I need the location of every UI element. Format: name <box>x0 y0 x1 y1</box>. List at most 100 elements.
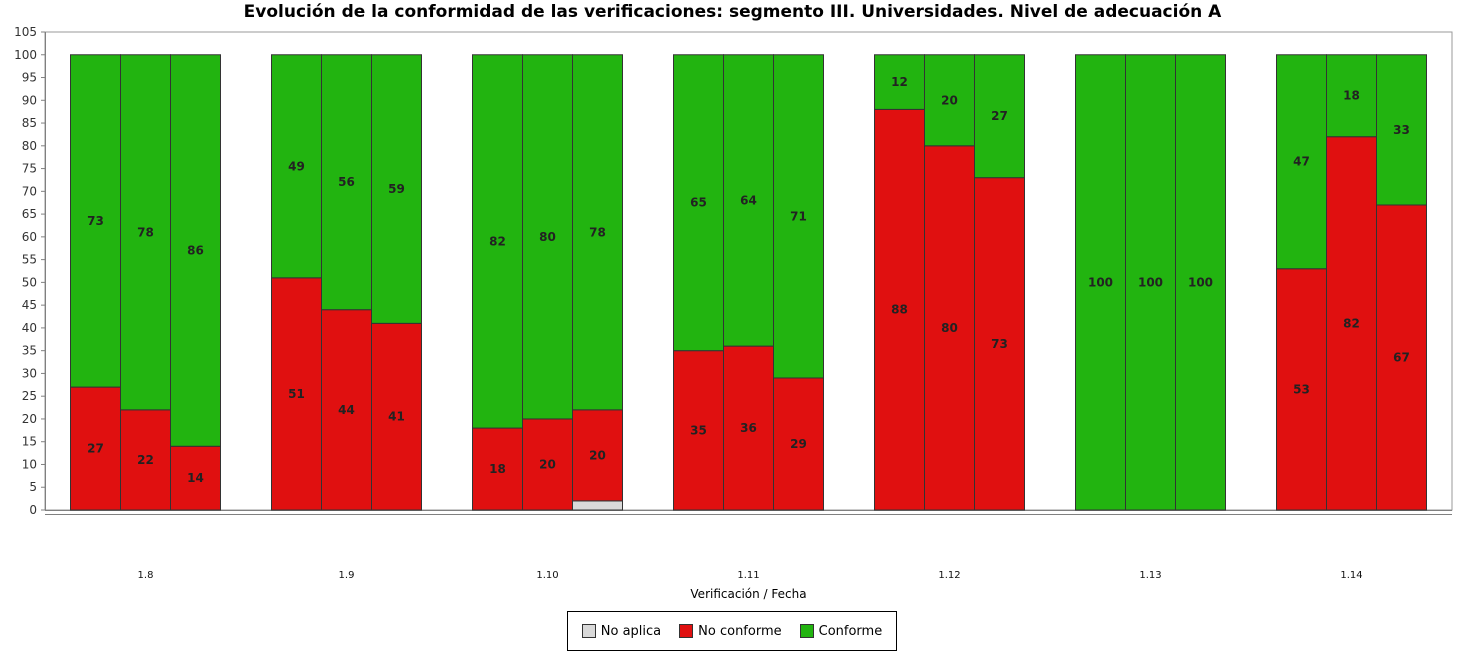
data-label: 56 <box>338 175 355 189</box>
y-tick-label: 60 <box>22 230 37 244</box>
data-label: 20 <box>941 93 958 107</box>
data-label: 49 <box>288 159 305 173</box>
bar-segment <box>974 177 1025 511</box>
y-tick-label: 85 <box>22 116 37 130</box>
bar-segment <box>673 350 724 511</box>
data-label: 18 <box>1343 89 1360 103</box>
data-label: 78 <box>137 225 154 239</box>
y-tick-label: 5 <box>29 480 37 494</box>
data-label: 59 <box>388 182 405 196</box>
chart-title: Evolución de la conformidad de las verif… <box>243 2 1222 22</box>
data-label: 29 <box>790 437 807 451</box>
x-tick-label: 1.11 <box>737 570 759 581</box>
data-label: 73 <box>87 214 104 228</box>
legend-label-no-conforme: No conforme <box>698 623 782 639</box>
bar-segment <box>773 54 824 379</box>
bar-segment <box>1276 268 1327 511</box>
bar-segment <box>874 54 925 110</box>
data-label: 100 <box>1138 275 1163 289</box>
data-label: 20 <box>589 448 606 462</box>
data-label: 100 <box>1088 275 1113 289</box>
legend-label-conforme: Conforme <box>818 623 883 639</box>
data-label: 41 <box>388 410 405 424</box>
data-label: 78 <box>589 225 606 239</box>
data-label: 51 <box>288 387 305 401</box>
y-tick-label: 30 <box>22 366 37 380</box>
bar-segment <box>773 377 824 511</box>
x-tick-label: 1.10 <box>536 570 558 581</box>
x-tick-label: 1.9 <box>339 570 355 581</box>
y-tick-label: 0 <box>29 503 37 517</box>
legend-item-conforme: Conforme <box>799 623 883 639</box>
y-tick-label: 105 <box>14 25 37 39</box>
y-tick-label: 45 <box>22 298 37 312</box>
bar-segment <box>371 322 422 511</box>
y-tick-label: 20 <box>22 412 37 426</box>
data-label: 65 <box>690 196 707 210</box>
data-label: 100 <box>1188 275 1213 289</box>
bar-segment <box>170 54 221 447</box>
bar-segment <box>120 409 171 511</box>
bar-segment <box>1175 54 1226 511</box>
bar-segment <box>924 145 975 511</box>
y-tick-label: 25 <box>22 389 37 403</box>
y-tick-label: 70 <box>22 184 37 198</box>
bar-segment <box>874 108 925 511</box>
legend-label-no-aplica: No aplica <box>600 623 662 639</box>
data-label: 27 <box>87 442 104 456</box>
data-label: 20 <box>539 457 556 471</box>
bar-segment <box>572 54 623 411</box>
data-label: 33 <box>1393 123 1410 137</box>
bar-segment <box>1075 54 1126 511</box>
y-tick-label: 35 <box>22 344 37 358</box>
x-axis-title: Verificación / Fecha <box>690 587 807 601</box>
bar-segment <box>120 54 171 411</box>
bar-segment <box>70 54 121 388</box>
bar-segment <box>1125 54 1176 511</box>
bar-segment <box>371 54 422 324</box>
y-tick-label: 40 <box>22 321 37 335</box>
data-label: 22 <box>137 453 154 467</box>
y-tick-label: 15 <box>22 435 37 449</box>
y-tick-label: 65 <box>22 207 37 221</box>
y-tick-label: 80 <box>22 139 37 153</box>
bar-segment <box>1326 136 1377 511</box>
bar-segment <box>70 386 121 511</box>
data-label: 53 <box>1293 382 1310 396</box>
data-label: 80 <box>941 321 958 335</box>
x-tick-label: 1.12 <box>938 570 960 581</box>
bar-segment <box>472 54 523 429</box>
data-label: 71 <box>790 209 807 223</box>
data-label: 27 <box>991 109 1008 123</box>
legend-swatch-no-aplica <box>581 624 596 638</box>
bar-segment <box>673 54 724 352</box>
y-tick-label: 75 <box>22 162 37 176</box>
data-label: 47 <box>1293 155 1310 169</box>
y-tick-label: 90 <box>22 93 37 107</box>
y-tick-label: 55 <box>22 253 37 267</box>
y-tick-label: 10 <box>22 457 37 471</box>
data-label: 82 <box>489 234 506 248</box>
data-label: 36 <box>740 421 757 435</box>
x-tick-label: 1.14 <box>1340 570 1362 581</box>
x-tick-label: 1.13 <box>1139 570 1161 581</box>
x-tick-label: 1.8 <box>138 570 154 581</box>
data-label: 67 <box>1393 350 1410 364</box>
bar-segment <box>321 309 372 511</box>
bar-segment <box>1376 204 1427 511</box>
legend-item-no-conforme: No conforme <box>679 623 782 639</box>
data-label: 80 <box>539 230 556 244</box>
data-label: 86 <box>187 244 204 258</box>
data-label: 44 <box>338 403 355 417</box>
data-label: 82 <box>1343 316 1360 330</box>
y-tick-label: 50 <box>22 275 37 289</box>
legend-swatch-conforme <box>799 624 814 638</box>
y-tick-label: 95 <box>22 71 37 85</box>
data-label: 14 <box>187 471 204 485</box>
bar-segment <box>572 409 623 502</box>
legend-swatch-no-conforme <box>679 624 694 638</box>
bar-segment <box>974 54 1025 179</box>
bar-segment <box>321 54 372 311</box>
y-tick-label: 100 <box>14 48 37 62</box>
